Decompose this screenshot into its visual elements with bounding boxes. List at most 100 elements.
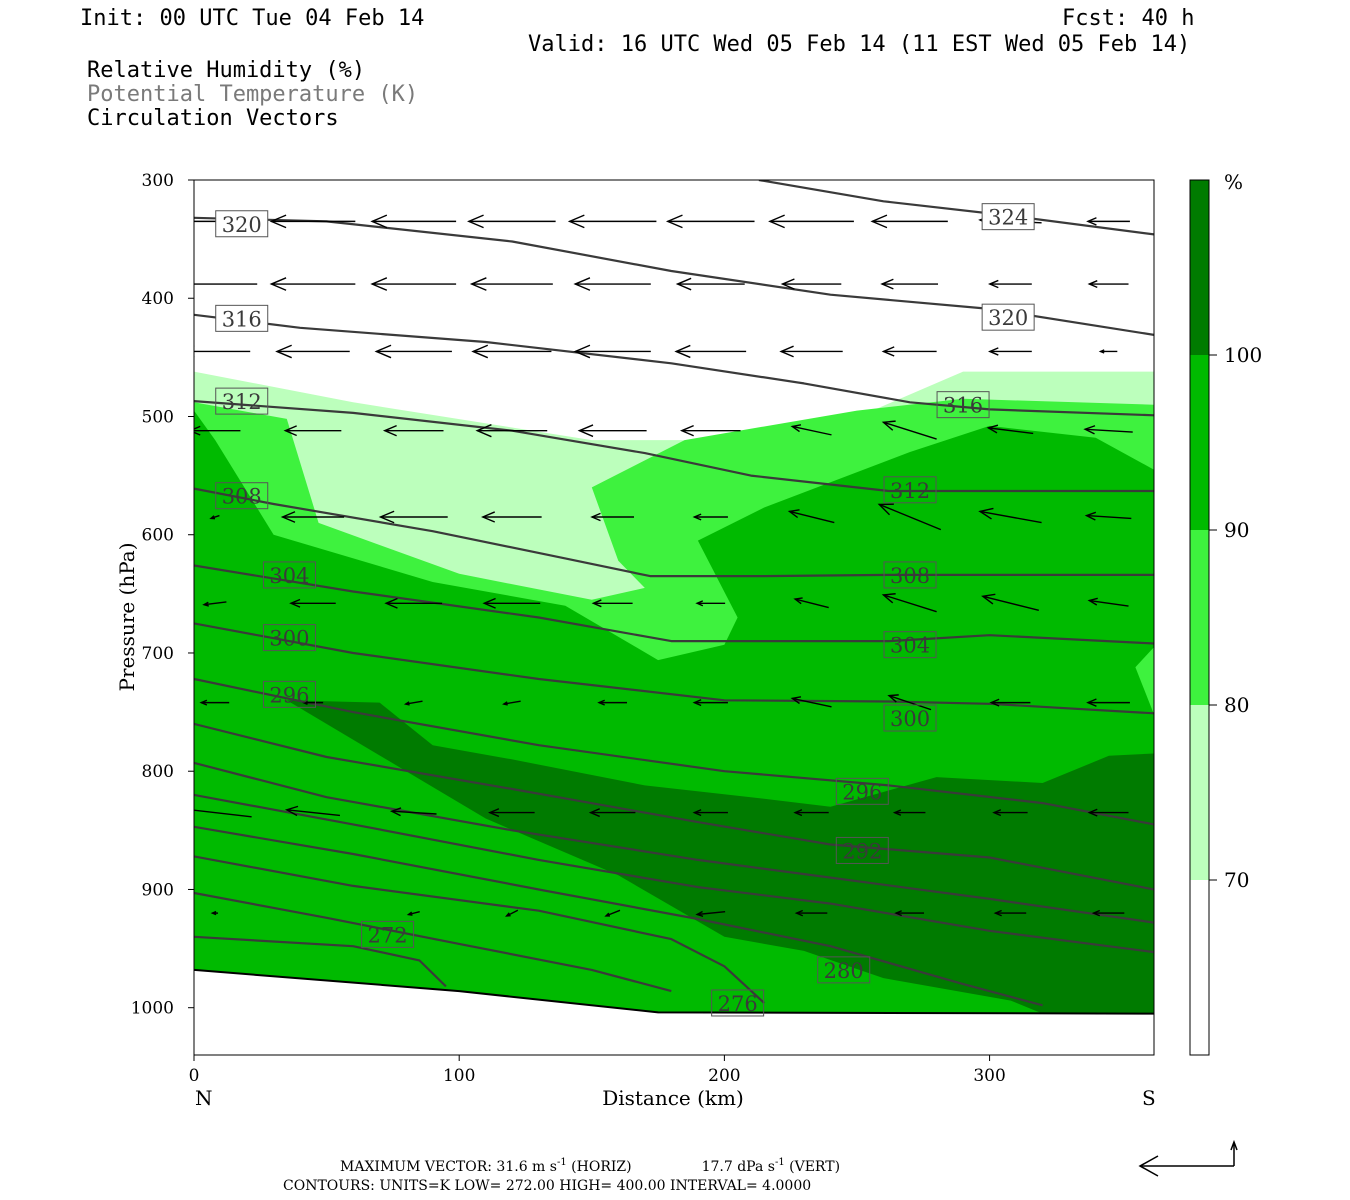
circulation-vector	[389, 807, 437, 817]
vector-head	[370, 214, 388, 229]
circulation-vector	[505, 909, 519, 917]
vector-head	[469, 277, 487, 291]
circulation-vector	[881, 420, 937, 440]
vector-head	[370, 277, 388, 291]
surface-line	[194, 968, 1154, 1015]
circulation-vector	[275, 344, 350, 359]
vector-head	[502, 701, 508, 706]
theta-label-text: 304	[269, 564, 309, 588]
theta-label-272: 272	[361, 920, 415, 948]
theta-label-box	[835, 777, 889, 805]
vector-head	[382, 424, 397, 437]
theta-label-box	[835, 836, 889, 864]
vector-shaft	[1085, 428, 1133, 433]
circulation-vector	[692, 809, 728, 817]
vector-head	[284, 805, 299, 817]
vector-head	[1087, 808, 1098, 817]
circulation-vector	[202, 601, 227, 607]
circulation-vector	[1087, 280, 1129, 289]
humidity-fill-layer	[194, 371, 1154, 1014]
vector-head	[389, 807, 402, 817]
colorbar: % 100 90 80 70	[1189, 170, 1262, 1056]
vector-head	[301, 700, 308, 705]
theta-label-312: 312	[883, 476, 937, 504]
vector-head	[692, 513, 702, 521]
vector-head	[202, 601, 209, 607]
vector-head	[604, 912, 611, 917]
x-tick-label: 100	[443, 1066, 475, 1086]
colorbar-label-90: 90	[1224, 518, 1249, 542]
theta-label-text: 272	[368, 923, 408, 947]
circulation-vector	[1087, 597, 1129, 607]
vector-head	[406, 911, 413, 916]
circulation-vector	[987, 279, 1032, 289]
theta-label-312: 312	[215, 387, 269, 415]
circulation-vector	[590, 512, 635, 522]
theta-label-box	[883, 704, 937, 732]
x-axis-north-label: N	[195, 1086, 213, 1110]
vector-head	[173, 278, 188, 290]
vector-head	[793, 809, 803, 817]
vector-shaft	[988, 427, 1034, 435]
vector-head	[881, 420, 896, 431]
circulation-vector	[981, 593, 1039, 611]
circulation-vector	[894, 910, 925, 917]
theta-contour-304	[194, 564, 1154, 645]
y-tick-label: 500	[142, 407, 174, 427]
vector-head	[1087, 280, 1098, 289]
theta-contour-276	[194, 855, 765, 1004]
theta-label-text: 296	[269, 683, 309, 707]
theta-label-box	[711, 989, 765, 1017]
theta-label-308: 308	[215, 482, 269, 510]
theta-contour-274	[194, 891, 672, 993]
theta-label-296: 296	[262, 680, 316, 708]
theta-label-text: 316	[943, 394, 983, 418]
circulation-vector	[892, 809, 926, 816]
y-tick-label: 400	[142, 289, 174, 309]
theta-label-text: 296	[842, 780, 882, 804]
circulation-vector-layer	[173, 214, 1133, 918]
rh-region-100+	[286, 700, 1154, 1014]
vector-head	[679, 424, 694, 437]
circulation-vector	[475, 424, 548, 438]
circulation-vector	[780, 278, 842, 290]
colorbar-80-swatch	[1190, 530, 1209, 705]
theta-label-280: 280	[817, 956, 871, 984]
vector-head	[280, 511, 296, 523]
theta-label-304: 304	[883, 631, 937, 659]
vector-head	[588, 808, 600, 818]
vector-head	[505, 912, 511, 917]
theta-label-box	[215, 482, 269, 510]
x-tick-label: 300	[973, 1066, 1005, 1086]
colorbar-unit: %	[1224, 170, 1243, 194]
vector-head	[194, 425, 201, 436]
circulation-vector	[597, 699, 628, 706]
forecast-hour: Fcst: 40 h	[1062, 6, 1194, 31]
circulation-vector	[481, 511, 542, 523]
theta-label-304: 304	[262, 561, 316, 589]
theta-label-box	[981, 303, 1035, 331]
y-tick-label: 600	[142, 526, 174, 546]
vector-head	[573, 344, 591, 359]
circulation-vector	[887, 694, 932, 711]
vector-head	[870, 214, 888, 229]
vector-head	[887, 694, 899, 703]
colorbar-label-80: 80	[1224, 693, 1249, 717]
colorbar-frame	[1189, 179, 1210, 1056]
colorbar-90-swatch	[1190, 355, 1209, 530]
theta-label-text: 304	[890, 634, 930, 658]
vector-head	[877, 503, 894, 516]
theta-label-box	[262, 680, 316, 708]
theta-contour-272	[194, 935, 447, 988]
circulation-vector	[370, 277, 457, 291]
circulation-vector	[573, 344, 651, 359]
contour-label-layer: 324 320 320 316 316 312 312 308 308 304 304 300 300 2…	[215, 203, 1035, 1017]
y-axis-title: Pressure (hPa)	[115, 543, 139, 692]
vector-head	[194, 344, 195, 359]
theta-contour-312	[194, 400, 1154, 493]
theta-label-292: 292	[835, 836, 889, 864]
vector-head	[881, 593, 896, 604]
circulation-vector	[1086, 698, 1130, 707]
vector-head	[481, 511, 496, 523]
circulation-vector	[283, 425, 342, 437]
